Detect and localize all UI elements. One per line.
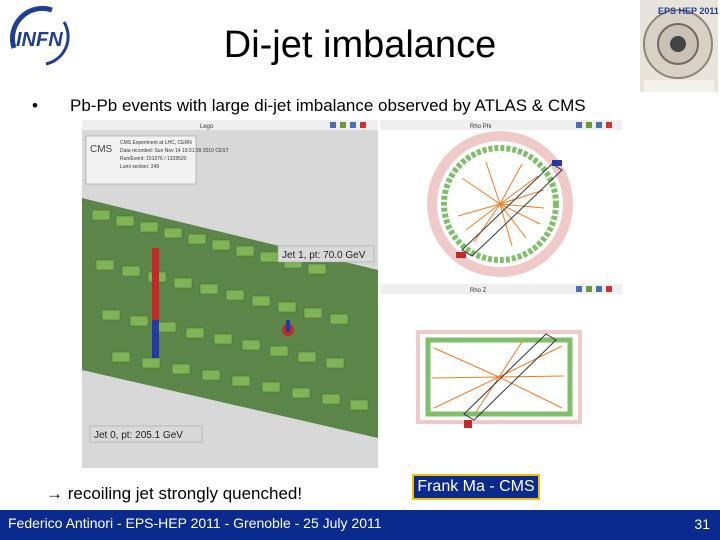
lego-panel: Lego (82, 120, 378, 468)
eps-hep-logo: EPS HEP 2011 (640, 0, 718, 92)
svg-text:INFN: INFN (16, 29, 63, 51)
svg-text:CMS: CMS (90, 144, 113, 155)
svg-text:Lego: Lego (200, 124, 214, 130)
rho-phi-panel: Rho Phi (380, 120, 622, 282)
conclusion-text: → recoiling jet strongly quenched! (46, 484, 302, 504)
svg-text:Run/Event: 151076 / 1328520: Run/Event: 151076 / 1328520 (120, 156, 187, 162)
svg-text:Data recorded: Sun Nov 14 19:3: Data recorded: Sun Nov 14 19:31:39 2010 … (120, 148, 229, 154)
svg-text:Lumi section: 249: Lumi section: 249 (120, 164, 159, 170)
svg-text:CMS Experiment at LHC, CERN: CMS Experiment at LHC, CERN (120, 140, 192, 146)
rho-z-panel: Rho Z (380, 284, 622, 468)
svg-text:EPS HEP 2011: EPS HEP 2011 (658, 6, 718, 16)
credit-box: Frank Ma - CMS (412, 474, 540, 500)
bullet-text: Pb-Pb events with large di-jet imbalance… (70, 96, 586, 115)
footer-bar (0, 510, 720, 540)
conclusion-label: recoiling jet strongly quenched! (67, 484, 303, 503)
bullet-marker: • (32, 96, 38, 115)
svg-text:Jet 0, pt: 205.1 GeV: Jet 0, pt: 205.1 GeV (94, 430, 183, 441)
arrow-icon: → (46, 484, 63, 503)
infn-logo: INFN (9, 5, 70, 66)
page-number: 31 (694, 516, 710, 532)
slide-title: Di-jet imbalance (223, 24, 497, 66)
svg-text:Jet 1, pt: 70.0 GeV: Jet 1, pt: 70.0 GeV (282, 250, 366, 261)
svg-text:Rho Phi: Rho Phi (470, 124, 491, 130)
svg-text:Rho Z: Rho Z (470, 288, 487, 294)
cms-event-display: Lego (82, 120, 622, 468)
footer-text: Federico Antinori - EPS-HEP 2011 - Greno… (8, 515, 382, 531)
